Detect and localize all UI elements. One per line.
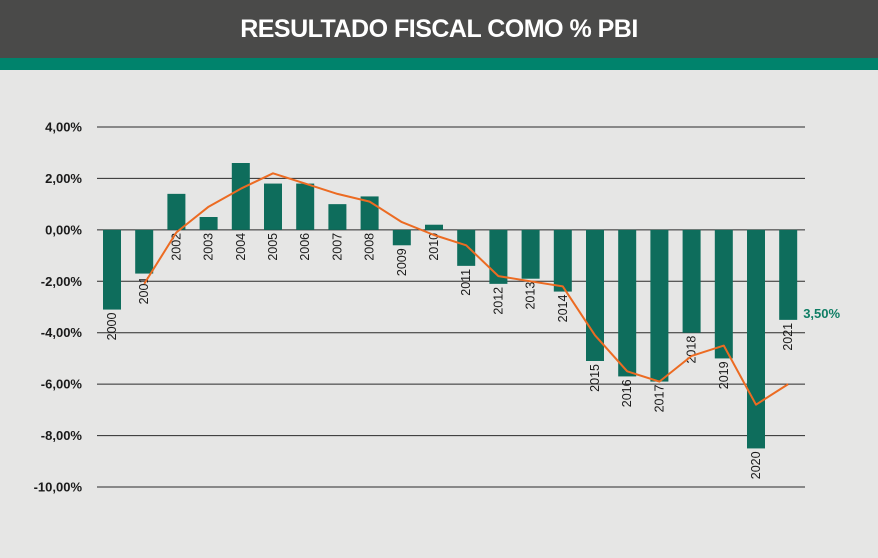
y-tick-label: -10,00%	[34, 480, 83, 495]
x-tick-label: 2020	[749, 451, 763, 479]
x-tick-label: 2009	[395, 248, 409, 276]
bar	[779, 229, 798, 320]
x-tick-label: 2006	[298, 233, 312, 261]
y-tick-label: 0,00%	[45, 222, 82, 237]
x-tick-label: 2001	[137, 277, 151, 305]
trend-line	[143, 172, 789, 406]
x-tick-label: 2008	[363, 233, 377, 261]
x-tick-label: 2018	[685, 336, 699, 364]
y-tick-label: -8,00%	[41, 428, 83, 443]
x-tick-label: 2019	[717, 361, 731, 389]
y-tick-label: -6,00%	[41, 377, 83, 392]
bar	[425, 224, 443, 230]
annotation-label: 3,50%	[803, 306, 840, 321]
bar	[618, 229, 637, 377]
chart-title: RESULTADO FISCAL COMO % PBI	[240, 14, 638, 43]
x-tick-label: 2017	[652, 385, 666, 413]
bar	[103, 229, 121, 310]
x-tick-label: 2004	[234, 233, 248, 261]
chart-header: RESULTADO FISCAL COMO % PBI	[0, 0, 878, 58]
bar	[328, 204, 347, 230]
x-tick-label: 2021	[781, 323, 795, 351]
x-tick-label: 2000	[105, 313, 119, 341]
bar	[231, 163, 250, 230]
x-tick-label: 2015	[588, 364, 602, 392]
bar	[521, 229, 540, 279]
bar	[392, 229, 411, 246]
y-tick-label: 4,00%	[45, 120, 82, 135]
bar	[714, 229, 733, 359]
accent-band	[0, 58, 878, 70]
x-tick-label: 2005	[266, 233, 280, 261]
x-tick-label: 2014	[556, 295, 570, 323]
x-tick-label: 2013	[524, 282, 538, 310]
x-tick-label: 2010	[427, 233, 441, 261]
bar	[135, 229, 154, 274]
bar	[553, 229, 572, 292]
bar	[167, 193, 186, 230]
bar	[650, 229, 669, 382]
bar	[264, 183, 282, 230]
x-tick-label: 2012	[491, 287, 505, 315]
x-tick-label: 2016	[620, 379, 634, 407]
fiscal-result-chart: 4,00% 2,00% 0,00% -2,00% -4,00% -6,00% -8,00% -…	[34, 120, 841, 495]
x-tick-label: 2011	[459, 269, 473, 296]
y-tick-label: -4,00%	[41, 325, 83, 340]
x-tick-label: 2007	[330, 233, 344, 261]
chart-area: 4,00% 2,00% 0,00% -2,00% -4,00% -6,00% -8,00% -…	[0, 70, 878, 558]
y-tick-label: 2,00%	[45, 171, 82, 186]
y-tick-label: -2,00%	[41, 274, 83, 289]
bar	[489, 229, 508, 284]
x-tick-label: 2003	[202, 233, 216, 261]
bar	[199, 217, 218, 230]
x-tick-label: 2002	[169, 233, 183, 261]
bar	[747, 229, 765, 449]
bar	[682, 229, 701, 333]
bar	[296, 183, 315, 230]
bar	[457, 229, 476, 266]
